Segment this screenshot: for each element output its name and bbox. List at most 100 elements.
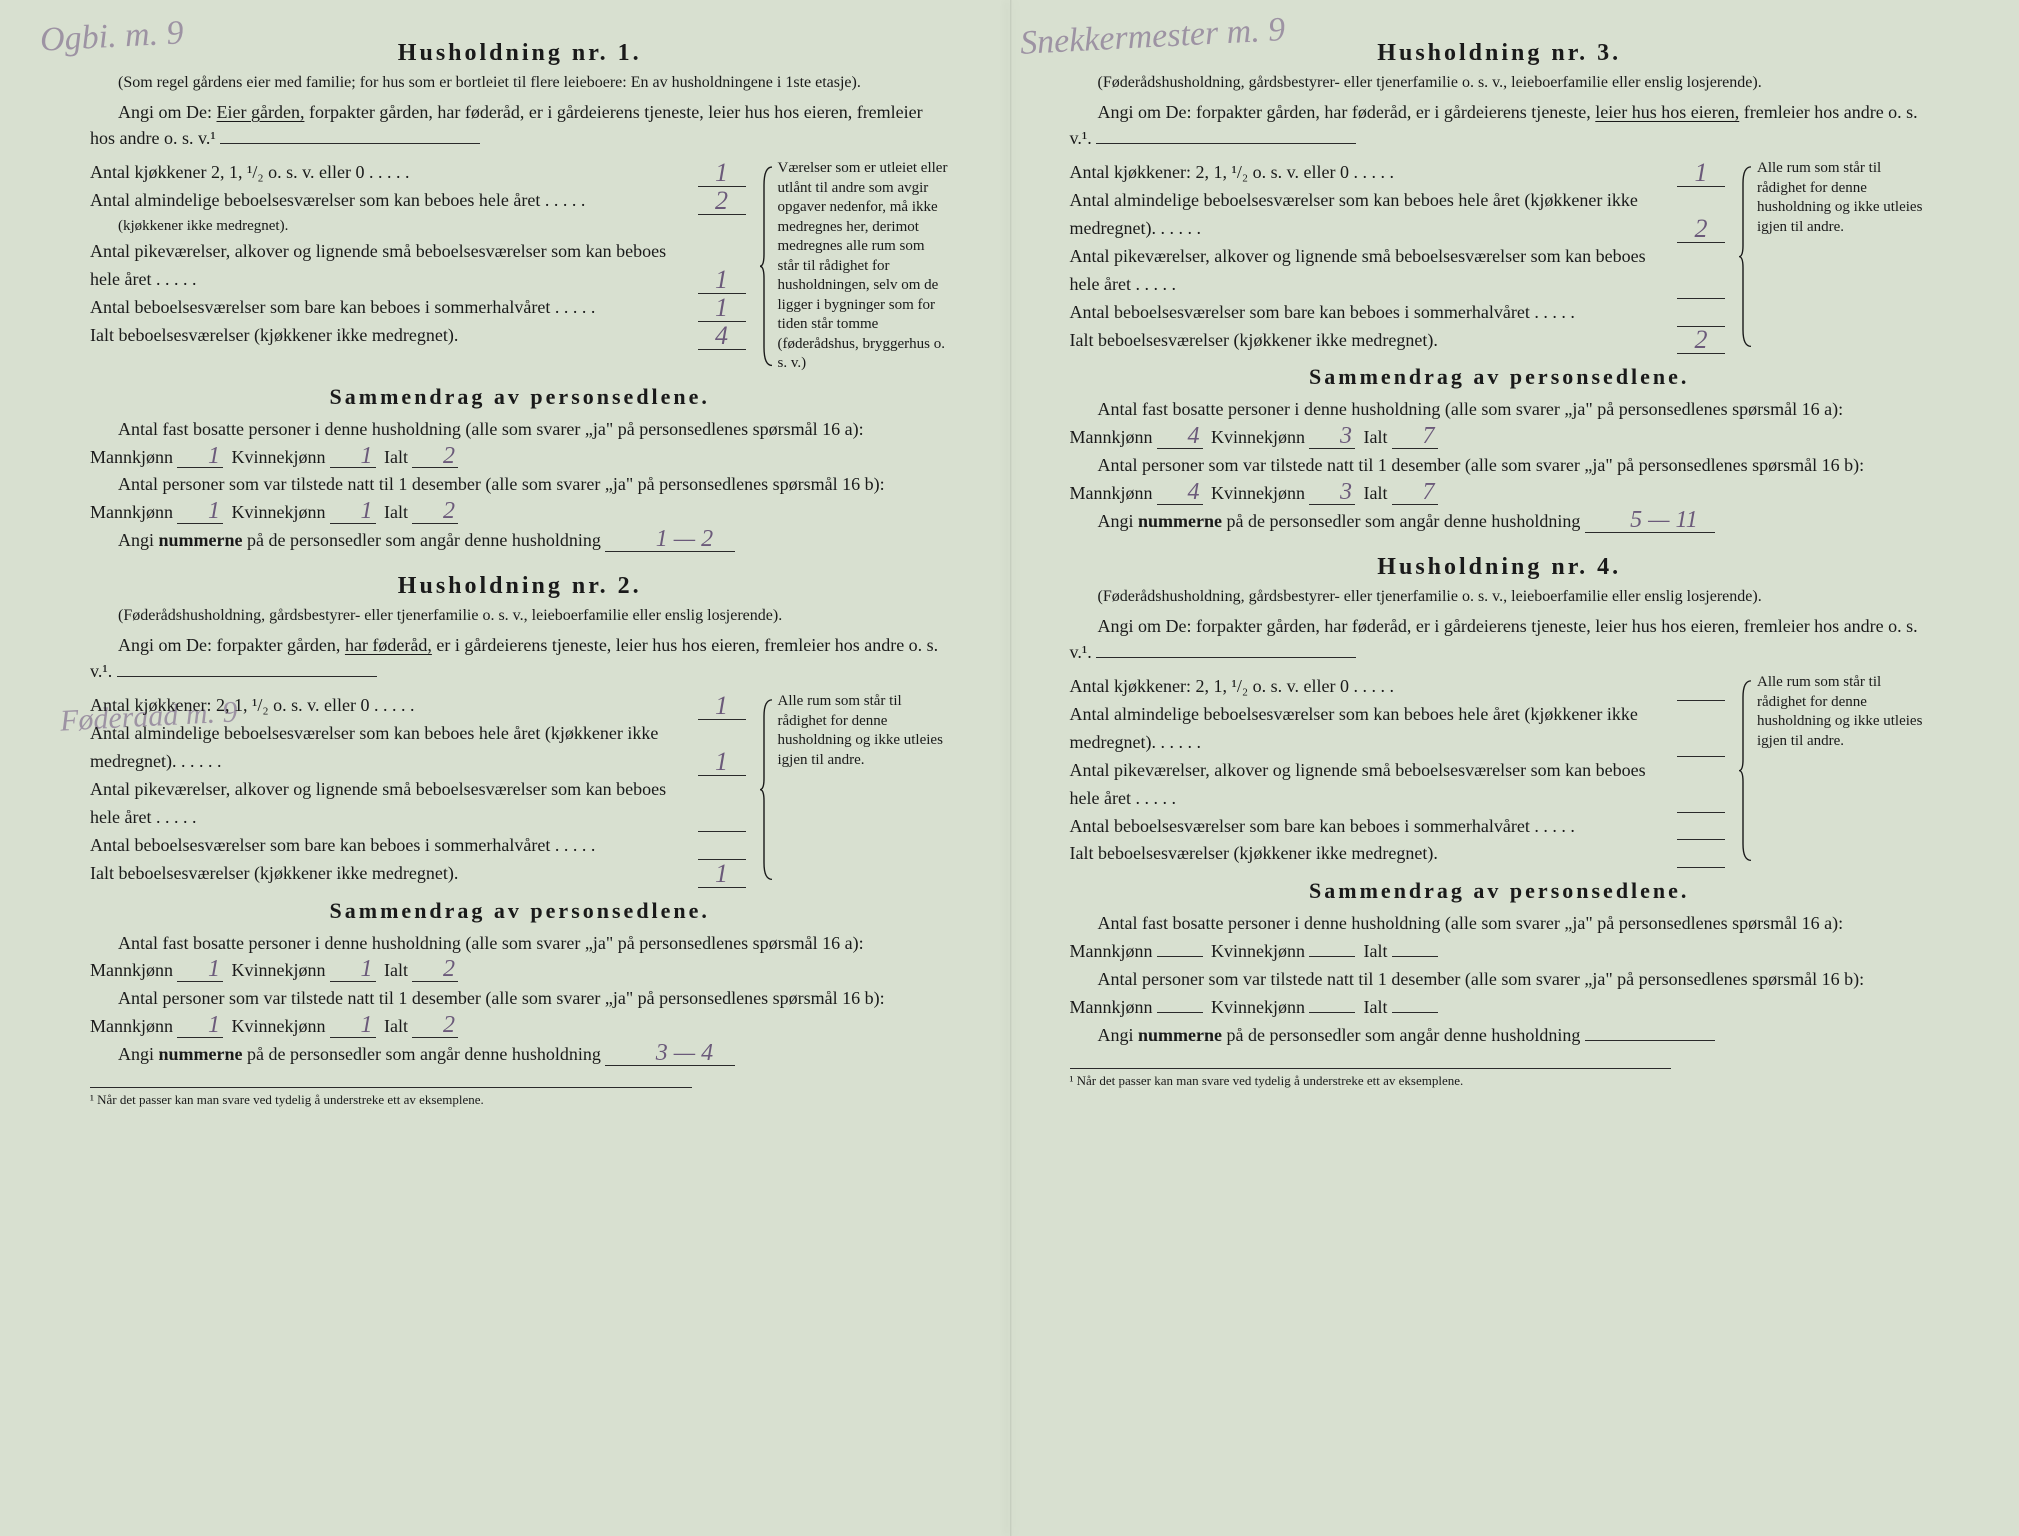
household-title: Husholdning nr. 4. <box>1070 554 1930 581</box>
kvinnekjonn-value-2: 1 <box>330 1015 376 1038</box>
form-row: Antal almindelige beboelsesværelser som … <box>1070 187 1726 243</box>
household-4: Husholdning nr. 4. (Føderådshusholdning,… <box>1070 554 1930 1050</box>
form-row: Antal almindelige beboelsesværelser som … <box>90 187 746 215</box>
row-label: Antal almindelige beboelsesværelser som … <box>90 720 698 776</box>
kvinnekjonn-value-2: 3 <box>1309 482 1355 505</box>
kvinnekjonn-value: 1 <box>330 446 376 469</box>
row-label: Antal pikeværelser, alkover og lignende … <box>90 776 698 832</box>
mannkjonn-value: 1 <box>177 446 223 469</box>
brace-icon <box>1739 679 1753 862</box>
row-label: Antal beboelsesværelser som bare kan beb… <box>1070 813 1678 841</box>
row-label: Antal beboelsesværelser som bare kan beb… <box>1070 299 1678 327</box>
ialt-value-2 <box>1392 1012 1438 1013</box>
household-2: Husholdning nr. 2. (Føderådshusholdning,… <box>90 573 950 1069</box>
row-value: 1 <box>698 749 746 776</box>
row-value <box>1677 839 1725 840</box>
household-subnote: (Føderådshusholdning, gårdsbestyrer- ell… <box>90 606 950 626</box>
sidebar-note: Alle rum som står til rådighet for denne… <box>1739 159 1929 354</box>
sammendrag-title: Sammendrag av personsedlene. <box>1070 878 1930 904</box>
brace-icon <box>1739 165 1753 348</box>
kvinnekjonn-value <box>1309 956 1355 957</box>
row-value: 2 <box>698 188 746 215</box>
row-label: Antal kjøkkener: 2, 1, ¹/₂ o. s. v. elle… <box>1070 159 1678 187</box>
ialt-value: 2 <box>412 446 458 469</box>
mannkjonn-value <box>1157 956 1203 957</box>
sidebar-note: Alle rum som står til rådighet for denne… <box>1739 673 1929 868</box>
row-value <box>698 831 746 832</box>
angi-line: Angi om De: forpakter gården, har føderå… <box>1070 99 1930 151</box>
row-label: Ialt beboelsesværelser (kjøkkener ikke m… <box>1070 327 1678 355</box>
household-1: Husholdning nr. 1. (Som regel gårdens ei… <box>90 40 950 555</box>
row-value: 2 <box>1677 216 1725 243</box>
samm-p3: Angi nummerne på de personsedler som ang… <box>90 527 950 555</box>
angi-underlined: Eier gården, <box>217 102 305 122</box>
ialt-value-2: 2 <box>412 1015 458 1038</box>
row-value: 1 <box>698 861 746 888</box>
rows-list: Antal kjøkkener: 2, 1, ¹/₂ o. s. v. elle… <box>1070 159 1726 354</box>
household-title: Husholdning nr. 3. <box>1070 40 1930 67</box>
rows-block: Antal kjøkkener: 2, 1, ¹/₂ o. s. v. elle… <box>1070 159 1930 354</box>
sidebar-note: Alle rum som står til rådighet for denne… <box>760 692 950 887</box>
household-3: Husholdning nr. 3. (Føderådshusholdning,… <box>1070 40 1930 536</box>
household-subnote: (Føderådshusholdning, gårdsbestyrer- ell… <box>1070 73 1930 93</box>
rows-block: Antal kjøkkener: 2, 1, ¹/₂ o. s. v. elle… <box>90 692 950 887</box>
angi-line: Angi om De: Eier gården, forpakter gårde… <box>90 99 950 151</box>
form-row: Antal beboelsesværelser som bare kan beb… <box>90 294 746 322</box>
form-row: Antal pikeværelser, alkover og lignende … <box>1070 757 1726 813</box>
form-row: Ialt beboelsesværelser (kjøkkener ikke m… <box>1070 327 1726 355</box>
mannkjonn-value-2 <box>1157 1012 1203 1013</box>
ialt-value: 2 <box>412 959 458 982</box>
row-value: 4 <box>698 323 746 350</box>
ialt-value: 7 <box>1392 426 1438 449</box>
row-value: 1 <box>1677 160 1725 187</box>
form-row: Antal almindelige beboelsesværelser som … <box>90 720 746 776</box>
right-page: Husholdning nr. 3. (Føderådshusholdning,… <box>1010 0 2019 1536</box>
nummer-value: 3 — 4 <box>605 1043 735 1066</box>
mannkjonn-value: 4 <box>1157 426 1203 449</box>
row-label: Antal pikeværelser, alkover og lignende … <box>1070 757 1678 813</box>
form-row: Ialt beboelsesværelser (kjøkkener ikke m… <box>90 322 746 350</box>
form-row: Ialt beboelsesværelser (kjøkkener ikke m… <box>90 860 746 888</box>
kvinnekjonn-value-2 <box>1309 1012 1355 1013</box>
form-row: Antal beboelsesværelser som bare kan beb… <box>1070 813 1726 841</box>
angi-line: Angi om De: forpakter gården, har føderå… <box>90 632 950 684</box>
row-value: 1 <box>698 267 746 294</box>
row-sublabel: (kjøkkener ikke medregnet). <box>118 215 746 238</box>
row-value: 1 <box>698 693 746 720</box>
kvinnekjonn-value: 3 <box>1309 426 1355 449</box>
samm-p2: Antal personer som var tilstede natt til… <box>1070 452 1930 508</box>
sammendrag-title: Sammendrag av personsedlene. <box>1070 364 1930 390</box>
angi-line: Angi om De: forpakter gården, har føderå… <box>1070 613 1930 665</box>
row-value <box>1677 756 1725 757</box>
row-label: Antal kjøkkener 2, 1, ¹/₂ o. s. v. eller… <box>90 159 698 187</box>
footnote-right: ¹ Når det passer kan man svare ved tydel… <box>1070 1068 1672 1089</box>
row-value <box>1677 812 1725 813</box>
footnote-left: ¹ Når det passer kan man svare ved tydel… <box>90 1087 692 1108</box>
kvinnekjonn-value-2: 1 <box>330 501 376 524</box>
row-label: Antal kjøkkener: 2, 1, ¹/₂ o. s. v. elle… <box>90 692 698 720</box>
rows-list: Antal kjøkkener 2, 1, ¹/₂ o. s. v. eller… <box>90 159 746 374</box>
samm-p2: Antal personer som var tilstede natt til… <box>1070 966 1930 1022</box>
row-label: Antal almindelige beboelsesværelser som … <box>90 187 698 215</box>
samm-p1: Antal fast bosatte personer i denne hush… <box>1070 910 1930 966</box>
rows-block: Antal kjøkkener: 2, 1, ¹/₂ o. s. v. elle… <box>1070 673 1930 868</box>
row-label: Antal beboelsesværelser som bare kan beb… <box>90 294 698 322</box>
nummer-value <box>1585 1040 1715 1041</box>
samm-p3: Angi nummerne på de personsedler som ang… <box>90 1041 950 1069</box>
rows-block: Antal kjøkkener 2, 1, ¹/₂ o. s. v. eller… <box>90 159 950 374</box>
row-label: Ialt beboelsesværelser (kjøkkener ikke m… <box>90 322 698 350</box>
samm-p2: Antal personer som var tilstede natt til… <box>90 471 950 527</box>
nummer-value: 1 — 2 <box>605 529 735 552</box>
household-subnote: (Føderådshusholdning, gårdsbestyrer- ell… <box>1070 587 1930 607</box>
sammendrag-title: Sammendrag av personsedlene. <box>90 384 950 410</box>
brace-icon <box>760 165 774 368</box>
ialt-value-2: 7 <box>1392 482 1438 505</box>
row-value: 2 <box>1677 327 1725 354</box>
sidebar-note: Værelser som er utleiet eller utlånt til… <box>760 159 950 374</box>
angi-underlined: leier hus hos eieren, <box>1595 102 1739 122</box>
form-row: Antal pikeværelser, alkover og lignende … <box>90 238 746 294</box>
samm-p1: Antal fast bosatte personer i denne hush… <box>1070 396 1930 452</box>
row-label: Ialt beboelsesværelser (kjøkkener ikke m… <box>1070 840 1678 868</box>
ialt-value-2: 2 <box>412 501 458 524</box>
samm-p1: Antal fast bosatte personer i denne hush… <box>90 930 950 986</box>
